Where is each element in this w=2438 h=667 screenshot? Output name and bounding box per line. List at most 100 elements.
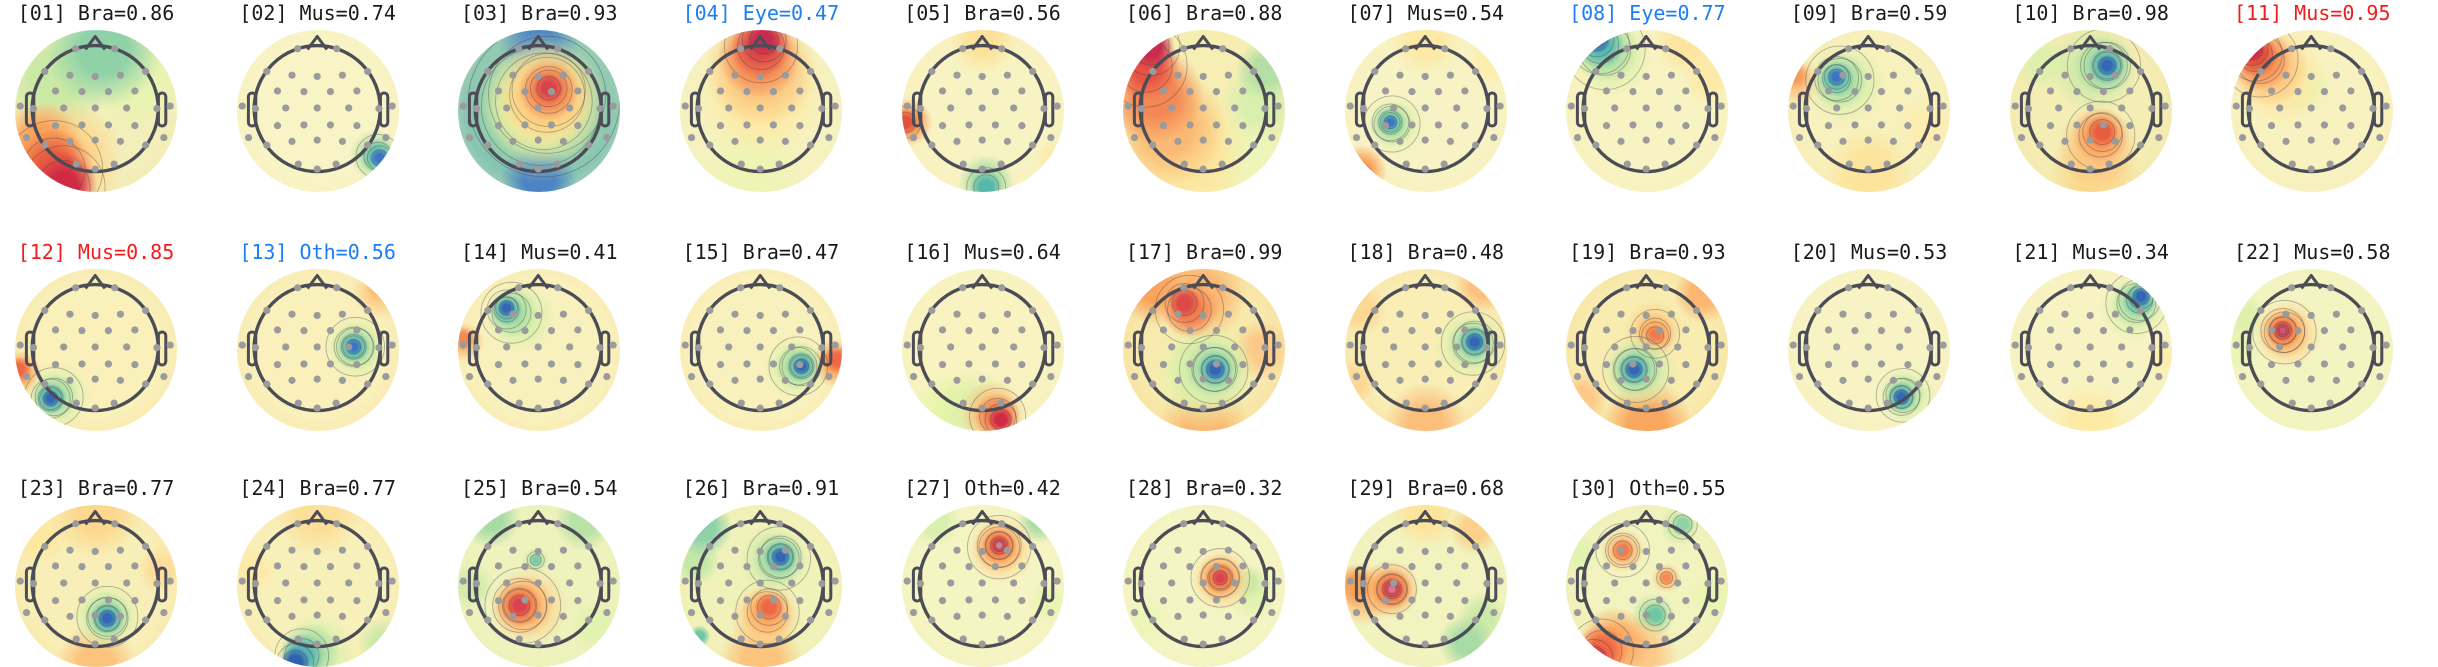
head-outline-icon <box>16 510 174 649</box>
component-title: [27] Oth=0.42 <box>904 476 1061 500</box>
head-outline-icon <box>903 274 1061 413</box>
nose-icon <box>305 274 328 290</box>
electrode-dots <box>238 520 396 648</box>
component-cell-inner: [06] Bra=0.88 <box>1111 0 1297 192</box>
component-cell: [13] Oth=0.56 <box>222 239 444 431</box>
component-cell-inner: [09] Bra=0.59 <box>1776 0 1962 192</box>
component-title: [17] Bra=0.99 <box>1125 240 1283 264</box>
component-cell-inner: [05] Bra=0.56 <box>890 0 1076 192</box>
component-cell-inner: [20] Mus=0.53 <box>1776 239 1962 431</box>
head-outline-icon <box>1346 510 1504 649</box>
contour-lines <box>768 336 828 396</box>
topomap <box>679 30 842 192</box>
topomap <box>1123 505 1286 667</box>
topomap <box>901 30 1064 192</box>
nose-icon <box>749 274 771 290</box>
component-title: [22] Mus=0.58 <box>2233 240 2391 264</box>
component-title: [12] Mus=0.85 <box>17 240 175 264</box>
component-title: [24] Bra=0.77 <box>239 476 396 500</box>
nose-icon <box>527 274 550 290</box>
component-cell: [22] Mus=0.58 <box>2216 239 2438 431</box>
head-outline-icon <box>1346 274 1504 413</box>
head-outline-icon <box>238 274 396 413</box>
electrode-dots <box>2011 45 2169 173</box>
component-cell: [15] Bra=0.47 <box>665 239 887 431</box>
nose-icon <box>305 35 328 51</box>
component-cell: [16] Mus=0.64 <box>887 239 1109 431</box>
electrode-dots <box>16 45 174 173</box>
electrode-dots <box>1568 45 1726 173</box>
topomap <box>458 505 621 667</box>
component-cell: [30] Oth=0.55 <box>1551 475 1773 667</box>
component-cell-inner: [10] Bra=0.98 <box>1998 0 2184 192</box>
component-title: [02] Mus=0.74 <box>239 1 396 25</box>
topomap <box>1123 269 1286 431</box>
component-cell: [04] Eye=0.47 <box>665 0 887 192</box>
component-cell: [27] Oth=0.42 <box>887 475 1109 667</box>
topomap <box>2009 30 2172 192</box>
nose-icon <box>1857 35 1880 51</box>
component-title: [23] Bra=0.77 <box>17 476 175 500</box>
nose-icon <box>305 510 328 526</box>
topomap <box>236 505 399 667</box>
head-outline-icon <box>459 274 618 413</box>
nose-icon <box>1414 510 1436 526</box>
topomap-row: [12] Mus=0.85 [13] Oth=0.56 <box>0 239 2438 431</box>
component-cell-inner: [25] Bra=0.54 <box>446 475 632 667</box>
topomap-field <box>1566 30 1729 192</box>
component-title: [26] Bra=0.91 <box>682 476 840 500</box>
head-outline-icon <box>1789 35 1947 174</box>
component-cell-inner: [12] Mus=0.85 <box>3 239 189 431</box>
component-title: [08] Eye=0.77 <box>1569 1 1726 25</box>
head-outline-icon <box>2011 274 2169 413</box>
topomap <box>1344 505 1507 667</box>
component-cell-inner: [14] Mus=0.41 <box>446 239 632 431</box>
electrode-dots <box>1789 284 1947 412</box>
component-cell: [26] Bra=0.91 <box>665 475 887 667</box>
contour-lines <box>1190 548 1251 608</box>
electrode-dots <box>681 520 839 648</box>
electrode-dots <box>16 284 174 412</box>
component-title: [09] Bra=0.59 <box>1790 1 1948 25</box>
component-cell: [03] Bra=0.93 <box>443 0 665 192</box>
component-cell-inner: [26] Bra=0.91 <box>668 475 854 667</box>
component-title: [03] Bra=0.93 <box>460 1 618 25</box>
topomap <box>1344 269 1507 431</box>
component-cell: [01] Bra=0.86 <box>0 0 222 192</box>
topomap <box>901 505 1064 667</box>
component-title: [19] Bra=0.93 <box>1569 240 1726 264</box>
topomap <box>1566 505 1729 667</box>
component-title: [10] Bra=0.98 <box>2012 1 2169 25</box>
component-cell: [07] Mus=0.54 <box>1330 0 1552 192</box>
head-outline-icon <box>1568 274 1726 413</box>
component-cell-inner: [28] Bra=0.32 <box>1111 475 1297 667</box>
component-cell-inner: [16] Mus=0.64 <box>890 239 1076 431</box>
contour-lines <box>1805 45 1875 115</box>
electrode-dots <box>1124 284 1282 412</box>
head-outline-icon <box>2011 35 2169 174</box>
electrode-dots <box>1789 45 1947 173</box>
contour-lines <box>1154 274 1249 405</box>
topomap-field <box>679 269 842 431</box>
component-title: [29] Bra=0.68 <box>1347 476 1505 500</box>
component-cell-inner: [04] Eye=0.47 <box>668 0 854 192</box>
nose-icon <box>749 35 771 51</box>
component-cell-inner: [27] Oth=0.42 <box>890 475 1076 667</box>
head-outline-icon <box>1124 35 1282 174</box>
head-outline-icon <box>681 274 839 413</box>
head-outline-icon <box>1124 510 1282 649</box>
nose-icon <box>527 510 550 526</box>
head-outline-icon <box>681 510 839 649</box>
topomap <box>1788 269 1950 431</box>
nose-icon <box>1635 274 1658 290</box>
electrode-dots <box>1124 45 1282 173</box>
head-outline-icon <box>459 35 618 174</box>
topomap-row: [23] Bra=0.77 [24] Bra=0.77 <box>0 475 2438 667</box>
topomap <box>679 269 842 431</box>
head-outline-icon <box>1789 274 1947 413</box>
component-cell-inner: [11] Mus=0.95 <box>2219 0 2405 192</box>
electrode-dots <box>1346 45 1504 173</box>
nose-icon <box>2078 35 2101 51</box>
nose-icon <box>84 35 107 51</box>
topomap <box>2231 269 2394 431</box>
